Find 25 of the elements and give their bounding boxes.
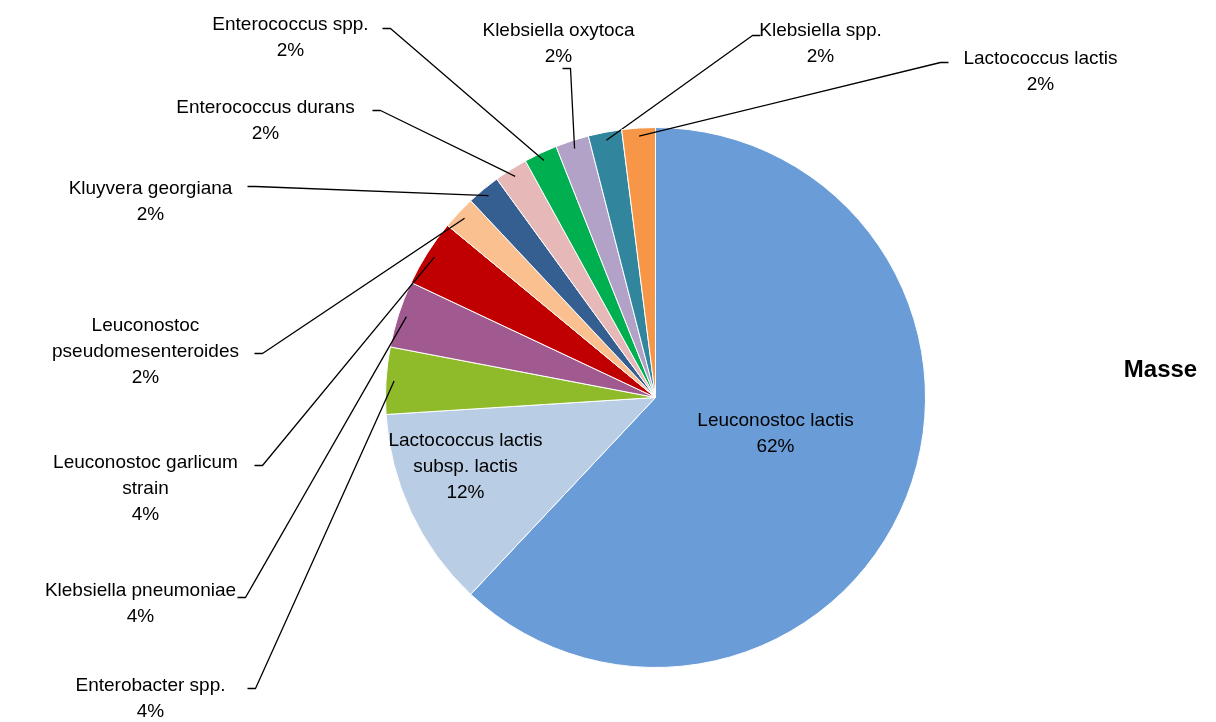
slice-label: Klebsiella spp. <box>759 18 882 40</box>
data-label: 2% <box>251 121 280 143</box>
data-label: 4% <box>126 604 155 626</box>
slice-label: Leuconostoc pseudomesenteroides <box>52 313 239 361</box>
slice-label: Lactococcus lactis subsp. lactis <box>388 428 543 476</box>
slice-label: Klebsiella pneumoniae <box>44 578 237 600</box>
data-label: 62% <box>756 434 795 456</box>
data-label: 2% <box>806 44 835 66</box>
slice-label: Kluyvera georgiana <box>68 176 233 198</box>
data-label: 12% <box>446 481 485 502</box>
slice-label: Enterococcus durans <box>176 95 355 117</box>
slice-label: Klebsiella oxytoca <box>482 18 635 40</box>
data-label: 4% <box>136 699 165 721</box>
slice-label: Leuconostoc garlicum strain <box>53 450 238 498</box>
slice-label: Enterobacter spp. <box>75 673 226 695</box>
data-label: 2% <box>136 202 165 224</box>
data-label: 2% <box>544 44 573 66</box>
text: Masse <box>1123 355 1198 382</box>
data-label: 4% <box>131 503 160 524</box>
data-label: 2% <box>1026 72 1055 94</box>
data-label: 2% <box>276 38 305 60</box>
data-label: 2% <box>131 366 160 387</box>
slice-label: Leuconostoc lactis <box>697 408 854 430</box>
slice-label: Enterococcus spp. <box>212 12 369 34</box>
slice-label: Lactococcus lactis <box>963 46 1118 68</box>
